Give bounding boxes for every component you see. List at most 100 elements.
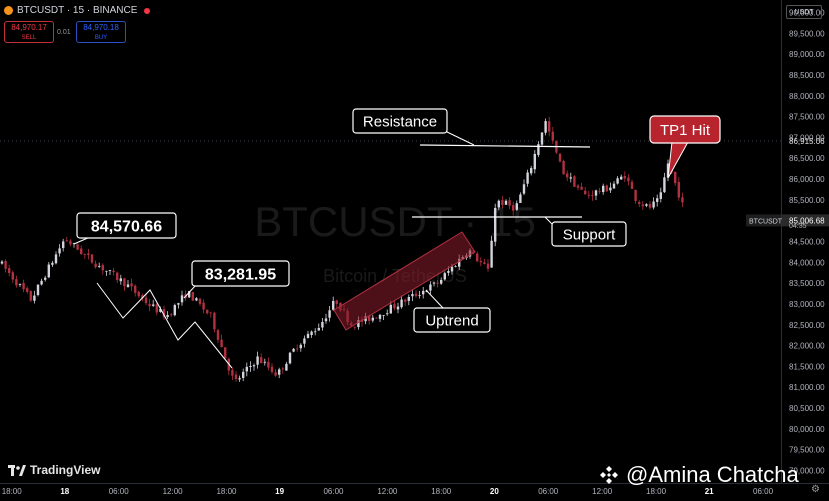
annotations: 84,570.66 83,281.95 Uptrend Resistance Suppo… xyxy=(73,108,721,369)
spread-value: 0.01 xyxy=(57,29,71,36)
candle-body xyxy=(526,172,529,184)
candle-body xyxy=(98,266,101,267)
price-tick-label: 83,000.00 xyxy=(789,300,825,309)
candle-body xyxy=(501,200,504,205)
candle-body xyxy=(40,280,43,285)
candle-body xyxy=(198,298,202,304)
candle-body xyxy=(569,177,572,179)
price-tick-label: 88,500.00 xyxy=(789,71,825,80)
candle-body xyxy=(375,317,378,319)
candle-body xyxy=(324,318,328,322)
candle-body xyxy=(306,333,310,338)
last-price-tag-bg xyxy=(782,214,829,227)
candle-body xyxy=(335,300,338,304)
candle-body xyxy=(216,330,220,340)
candle-body xyxy=(407,297,410,301)
price-axis[interactable]: 90,000.00 89,500.00 89,000.00 88,500.00 88,0… xyxy=(746,8,829,476)
candle-body xyxy=(231,369,234,376)
candle-body xyxy=(656,198,659,202)
price-tick-label: 79,500.00 xyxy=(789,446,825,455)
candle-body xyxy=(609,187,612,191)
symbol-tag: BTCUSDT xyxy=(749,218,783,225)
author-watermark: @Amina Chatcha xyxy=(598,462,799,488)
candle-body xyxy=(36,284,40,295)
candle-body xyxy=(584,190,587,195)
candle-body xyxy=(116,272,119,281)
candle-body xyxy=(638,201,641,204)
candle-body xyxy=(15,279,18,286)
candle-body xyxy=(623,175,626,179)
candle-body xyxy=(252,365,256,367)
candle-body xyxy=(274,372,277,376)
resistance-line xyxy=(419,144,591,148)
price-tick-label: 90,000.00 xyxy=(789,8,825,17)
time-tick-label: 18:00 xyxy=(431,487,452,496)
candle-body xyxy=(144,297,148,304)
candle-body xyxy=(630,181,634,189)
candle-body xyxy=(314,331,317,333)
tradingview-logo[interactable]: TradingView xyxy=(8,463,100,477)
candle-body xyxy=(141,295,144,299)
candle-body xyxy=(537,144,540,155)
price-tick-label: 82,500.00 xyxy=(789,321,825,330)
symbol-tag-bg xyxy=(746,214,781,227)
candle-body xyxy=(321,321,324,328)
candle-body xyxy=(530,168,533,174)
symbol-title: BTCUSDT · 15 · BINANCE xyxy=(17,5,138,16)
candle-body xyxy=(674,171,677,184)
candle-body xyxy=(260,357,263,364)
tp-callout-text: TP1 Hit xyxy=(660,122,711,139)
candle-body xyxy=(371,317,374,321)
time-tick-label: 18:00 xyxy=(646,487,667,496)
candle-body xyxy=(368,315,371,321)
candle-body xyxy=(126,284,130,288)
candle-body xyxy=(378,314,382,319)
time-tick-label: 18:00 xyxy=(216,487,237,496)
price-tick-label: 89,500.00 xyxy=(789,29,825,38)
time-tick-label: 20 xyxy=(490,487,499,496)
candle-body xyxy=(180,295,184,303)
candle-body xyxy=(65,240,68,242)
candle-body xyxy=(440,279,443,284)
resistance-pointer xyxy=(444,130,475,146)
buy-label: BUY xyxy=(94,35,108,41)
candle-body xyxy=(195,298,198,301)
candle-body xyxy=(249,365,252,368)
candle-body xyxy=(44,277,47,280)
candle-body xyxy=(454,266,457,268)
candle-body xyxy=(303,338,306,344)
sell-button[interactable]: 84,970.17 SELL xyxy=(4,21,54,43)
candle-body xyxy=(558,153,562,162)
currency-selector[interactable]: USDT xyxy=(786,5,822,19)
price-tick-label: 89,000.00 xyxy=(789,50,825,59)
candle-body xyxy=(648,204,652,208)
candle-body xyxy=(173,305,176,316)
candle-body xyxy=(512,205,515,211)
candle-body xyxy=(54,254,58,264)
settings-gear-icon[interactable]: ⚙ xyxy=(811,484,820,495)
price-tick-label: 80,000.00 xyxy=(789,425,825,434)
time-axis[interactable]: 18:00 18 06:00 12:00 18:00 19 06:00 12:00 18:00 2… xyxy=(2,487,774,496)
candle-body xyxy=(152,304,155,306)
candle-body xyxy=(58,248,61,254)
candle-body xyxy=(90,254,94,263)
candle-body xyxy=(278,369,281,375)
candle-body xyxy=(666,163,670,178)
price-tick-label: 85,500.00 xyxy=(789,196,825,205)
time-tick-label: 12:00 xyxy=(163,487,184,496)
candle-body xyxy=(4,260,7,269)
buy-button[interactable]: 84,970.18 BUY xyxy=(76,21,126,43)
candle-body xyxy=(220,339,223,348)
high-price-label: 86,915.06 xyxy=(789,137,825,146)
candle-body xyxy=(429,284,432,291)
candle-body xyxy=(353,326,356,328)
time-tick-label: 21 xyxy=(705,487,714,496)
time-tick-label: 12:00 xyxy=(377,487,398,496)
candle-body xyxy=(357,319,360,328)
candle-body xyxy=(432,282,436,284)
symbol-header[interactable]: BTCUSDT · 15 · BINANCE xyxy=(4,5,151,16)
candle-body xyxy=(598,191,601,193)
candle-body xyxy=(519,194,522,203)
candle-body xyxy=(245,366,248,372)
